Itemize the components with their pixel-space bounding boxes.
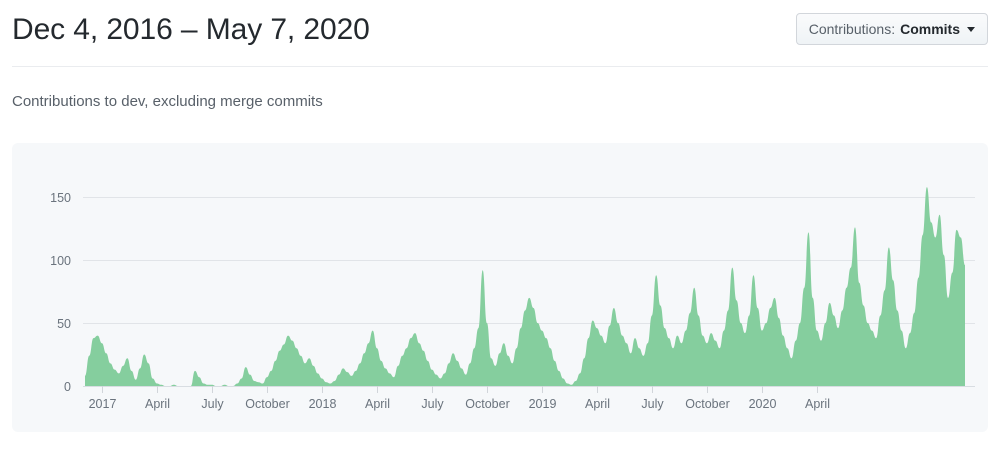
chevron-down-icon <box>967 26 975 32</box>
x-axis-tick-label: 2017 <box>89 397 117 411</box>
page-title: Dec 4, 2016 – May 7, 2020 <box>12 13 370 46</box>
y-axis-tick-label: 50 <box>57 317 71 331</box>
header: Dec 4, 2016 – May 7, 2020 Contributions:… <box>12 8 988 54</box>
x-axis-tick-label: October <box>685 397 729 411</box>
contributions-area-chart: 0 50 100 150 2017 April July October 2018 April J… <box>50 187 975 411</box>
x-axis-tick-label: 2019 <box>529 397 557 411</box>
x-axis-tick-label: October <box>245 397 289 411</box>
y-axis-tick-label: 100 <box>50 254 71 268</box>
x-axis-tick-label: July <box>421 397 444 411</box>
x-axis-tick-label: July <box>641 397 664 411</box>
x-axis-tick-label: April <box>805 397 830 411</box>
x-axis-tick-label: April <box>145 397 170 411</box>
chart-subtitle: Contributions to dev, excluding merge co… <box>12 93 323 110</box>
y-axis-labels: 0 50 100 150 <box>50 191 71 394</box>
x-axis-tick-label: October <box>465 397 509 411</box>
contributions-type-dropdown[interactable]: Contributions: Commits <box>795 13 988 45</box>
x-axis-tick-label: April <box>585 397 610 411</box>
dropdown-label: Contributions: <box>808 21 896 37</box>
x-axis-ticks <box>102 386 818 393</box>
x-axis-tick-label: April <box>365 397 390 411</box>
y-axis-tick-label: 150 <box>50 191 71 205</box>
header-divider <box>12 66 988 67</box>
x-axis-tick-label: 2020 <box>749 397 777 411</box>
x-axis-tick-label: July <box>201 397 224 411</box>
commits-area-series <box>85 187 965 386</box>
contributions-chart-panel: 0 50 100 150 2017 April July October 2018 April J… <box>12 143 988 432</box>
x-axis-labels: 2017 April July October 2018 April July October… <box>89 397 830 411</box>
x-axis-tick-label: 2018 <box>309 397 337 411</box>
y-axis-tick-label: 0 <box>64 380 71 394</box>
dropdown-value: Commits <box>900 21 960 37</box>
